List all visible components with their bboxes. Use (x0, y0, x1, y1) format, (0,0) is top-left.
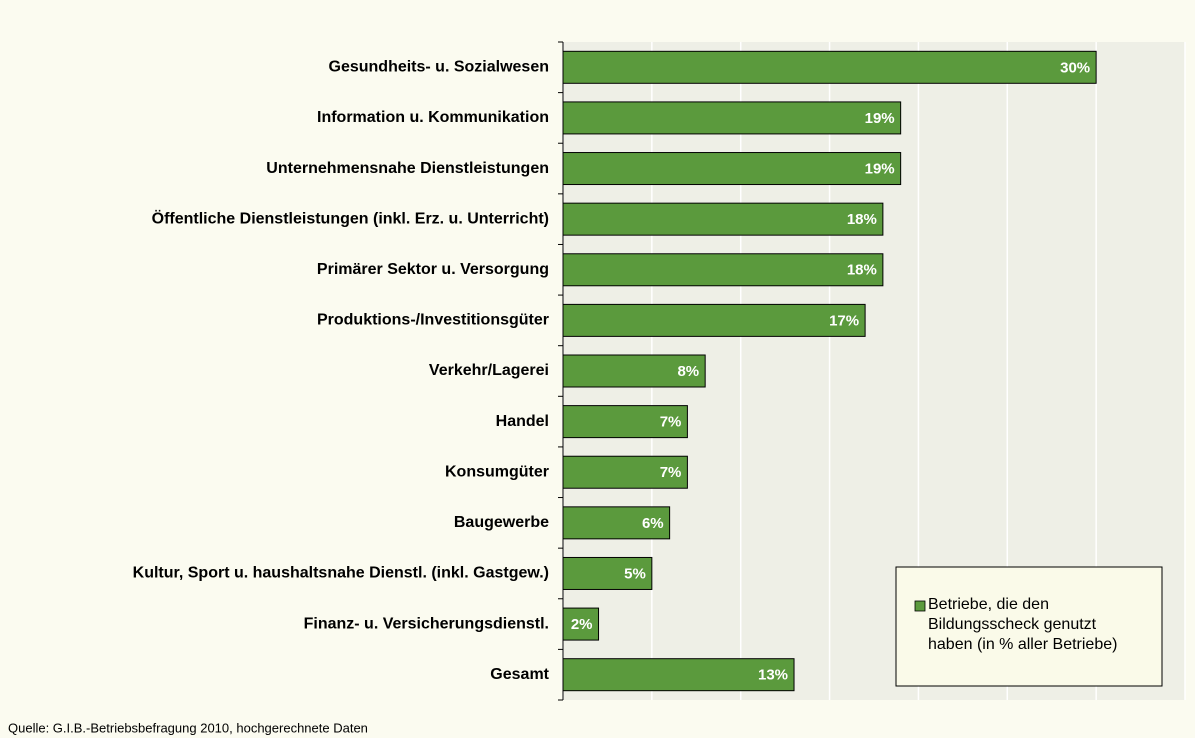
bar (562, 506, 671, 540)
category-label: Gesundheits- u. Sozialwesen (329, 59, 550, 76)
category-label: Baugewerbe (454, 514, 549, 531)
category-label: Information u. Kommunikation (317, 109, 549, 126)
category-label: Finanz- u. Versicherungsdienstl. (304, 615, 549, 632)
category-label: Gesamt (490, 666, 549, 683)
value-label: 17% (829, 312, 859, 329)
category-label: Handel (496, 413, 549, 430)
category-label: Verkehr/Lagerei (429, 362, 549, 379)
bar (562, 101, 902, 135)
category-label: Kultur, Sport u. haushaltsnahe Dienstl. … (133, 565, 549, 582)
value-label: 2% (571, 616, 593, 633)
value-label: 19% (865, 161, 895, 178)
value-label: 5% (624, 565, 646, 582)
value-label: 13% (758, 667, 788, 684)
value-label: 8% (677, 363, 699, 380)
value-label: 18% (847, 211, 877, 228)
bar (562, 556, 653, 590)
bar (562, 405, 688, 439)
value-label: 19% (865, 110, 895, 127)
bar (562, 152, 902, 186)
category-label: Öffentliche Dienstleistungen (inkl. Erz.… (152, 208, 549, 227)
category-label: Konsumgüter (445, 463, 549, 480)
legend-swatch (914, 600, 926, 612)
category-label: Unternehmensnahe Dienstleistungen (266, 160, 549, 177)
source-note: Quelle: G.I.B.-Betriebsbefragung 2010, h… (8, 720, 368, 735)
value-label: 18% (847, 262, 877, 279)
value-label: 6% (642, 515, 664, 532)
category-label: Primärer Sektor u. Versorgung (317, 261, 549, 278)
bar (562, 658, 795, 692)
category-label: Produktions-/Investitionsgüter (317, 312, 549, 329)
legend-text-box: Betriebe, die den Bildungsscheck genutzt… (928, 596, 1118, 653)
value-label: 7% (660, 464, 682, 481)
bar (562, 253, 884, 287)
bar (562, 455, 688, 489)
value-label: 30% (1060, 59, 1090, 76)
legend: Betriebe, die den Bildungsscheck genutzt… (895, 566, 1163, 687)
legend-box (895, 566, 1163, 687)
value-label: 7% (660, 414, 682, 431)
legend-label: Betriebe, die den Bildungsscheck genutzt… (928, 596, 1118, 653)
bar (562, 354, 706, 388)
bar (562, 202, 884, 236)
bar (562, 50, 1097, 84)
bar (562, 303, 866, 337)
bar (562, 607, 600, 641)
